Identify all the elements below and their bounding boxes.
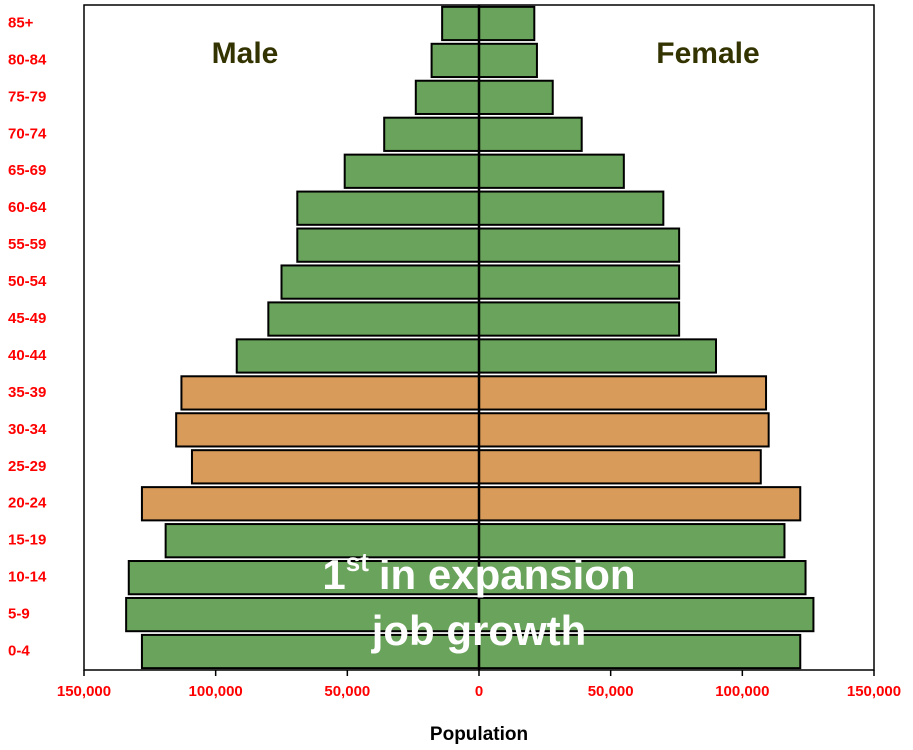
bar — [280, 264, 480, 300]
bar — [478, 338, 717, 374]
y-tick-label: 40-44 — [8, 347, 47, 364]
y-tick-label: 75-79 — [8, 88, 46, 105]
bar — [478, 190, 665, 226]
bar — [125, 596, 480, 633]
x-tick-label: 100,000 — [189, 683, 243, 700]
bar — [175, 412, 481, 448]
y-tick-label: 20-24 — [8, 495, 47, 512]
y-tick-label: 55-59 — [8, 236, 46, 253]
y-tick-label: 0-4 — [8, 642, 30, 659]
x-tick-label: 100,000 — [715, 683, 769, 700]
bar — [478, 79, 554, 115]
y-tick-label: 60-64 — [8, 199, 47, 216]
male-label: Male — [212, 37, 279, 70]
x-tick-label: 150,000 — [57, 683, 111, 700]
x-tick-label: 50,000 — [324, 683, 370, 700]
x-tick-label: 0 — [475, 683, 483, 700]
bar — [267, 301, 481, 337]
annotation: job growth — [371, 607, 587, 654]
bar — [478, 153, 625, 189]
x-axis-title: Population — [430, 724, 528, 745]
annotation-part: in expansion — [379, 551, 636, 598]
y-tick-label: 30-34 — [8, 421, 47, 438]
bar — [478, 5, 536, 42]
bar — [296, 190, 480, 226]
bar — [441, 5, 480, 42]
x-tick-label: 150,000 — [847, 683, 901, 700]
y-tick-label: 45-49 — [8, 310, 46, 327]
annotation-part: 1 — [322, 551, 345, 598]
y-tick-label: 5-9 — [8, 606, 30, 623]
x-tick-label: 50,000 — [588, 683, 634, 700]
bar — [478, 560, 807, 596]
bar — [414, 79, 480, 115]
bar — [343, 153, 481, 189]
annotation-part: st — [346, 547, 369, 577]
y-tick-label: 70-74 — [8, 125, 47, 142]
y-tick-label: 35-39 — [8, 384, 46, 401]
bar — [478, 449, 762, 485]
bar — [235, 338, 480, 374]
bar — [296, 227, 480, 263]
y-tick-label: 80-84 — [8, 51, 47, 68]
bar — [478, 301, 681, 337]
bar — [478, 227, 681, 263]
bar — [430, 42, 481, 79]
bar — [190, 449, 480, 485]
y-tick-label: 85+ — [8, 14, 34, 31]
y-tick-label: 65-69 — [8, 162, 46, 179]
plot: 85+ 80-84 75-79 70-74 65-69 60-64 55-59 50-54 45… — [8, 4, 901, 700]
bar — [383, 116, 481, 152]
y-tick-label: 50-54 — [8, 273, 47, 290]
female-label: Female — [656, 37, 759, 70]
bar — [180, 375, 481, 411]
annotation: 1st in expansion — [322, 547, 635, 598]
bar — [478, 596, 815, 633]
bar — [478, 375, 768, 411]
bar — [478, 486, 802, 522]
bar — [164, 523, 480, 559]
bar — [140, 486, 481, 522]
bar — [140, 633, 481, 670]
bar — [478, 523, 786, 559]
bar — [478, 116, 583, 152]
bar — [478, 42, 538, 79]
y-tick-label: 10-14 — [8, 569, 47, 586]
y-tick-label: 15-19 — [8, 532, 46, 549]
bar — [478, 412, 770, 448]
y-tick-label: 25-29 — [8, 458, 46, 475]
bar — [478, 264, 681, 300]
